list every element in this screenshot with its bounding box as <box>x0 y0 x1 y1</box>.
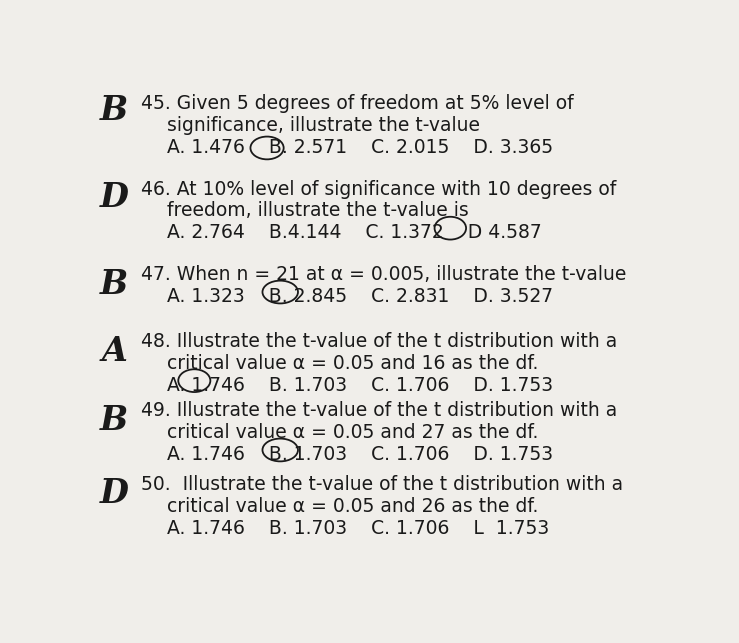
Text: A. 1.746    B. 1.703    C. 1.706    D. 1.753: A. 1.746 B. 1.703 C. 1.706 D. 1.753 <box>167 376 553 395</box>
Text: A. 1.746    B. 1.703    C. 1.706    L  1.753: A. 1.746 B. 1.703 C. 1.706 L 1.753 <box>167 519 549 538</box>
Text: 45. Given 5 degrees of freedom at 5% level of: 45. Given 5 degrees of freedom at 5% lev… <box>141 95 573 113</box>
Text: A. 2.764    B.4.144    C. 1.372    D 4.587: A. 2.764 B.4.144 C. 1.372 D 4.587 <box>167 223 542 242</box>
Text: B: B <box>100 267 129 301</box>
Text: D: D <box>100 181 129 214</box>
Text: 49. Illustrate the t-value of the t distribution with a: 49. Illustrate the t-value of the t dist… <box>141 401 617 421</box>
Text: significance, illustrate the t-value: significance, illustrate the t-value <box>167 116 480 135</box>
Text: A: A <box>101 334 127 368</box>
Text: critical value α = 0.05 and 27 as the df.: critical value α = 0.05 and 27 as the df… <box>167 423 538 442</box>
Text: A. 1.323    B. 2.845    C. 2.831    D. 3.527: A. 1.323 B. 2.845 C. 2.831 D. 3.527 <box>167 287 553 306</box>
Text: freedom, illustrate the t-value is: freedom, illustrate the t-value is <box>167 201 469 221</box>
Text: A. 1.476    B. 2.571    C. 2.015    D. 3.365: A. 1.476 B. 2.571 C. 2.015 D. 3.365 <box>167 138 553 157</box>
Text: B: B <box>100 404 129 437</box>
Text: 47. When n = 21 at α = 0.005, illustrate the t-value: 47. When n = 21 at α = 0.005, illustrate… <box>141 266 627 284</box>
Text: critical value α = 0.05 and 16 as the df.: critical value α = 0.05 and 16 as the df… <box>167 354 538 373</box>
Text: 48. Illustrate the t-value of the t distribution with a: 48. Illustrate the t-value of the t dist… <box>141 332 617 351</box>
Text: D: D <box>100 477 129 510</box>
Text: B: B <box>100 95 129 127</box>
Text: 50.  Illustrate the t-value of the t distribution with a: 50. Illustrate the t-value of the t dist… <box>141 475 623 494</box>
Text: A. 1.746    B. 1.703    C. 1.706    D. 1.753: A. 1.746 B. 1.703 C. 1.706 D. 1.753 <box>167 445 553 464</box>
Text: critical value α = 0.05 and 26 as the df.: critical value α = 0.05 and 26 as the df… <box>167 497 538 516</box>
Text: 46. At 10% level of significance with 10 degrees of: 46. At 10% level of significance with 10… <box>141 179 616 199</box>
